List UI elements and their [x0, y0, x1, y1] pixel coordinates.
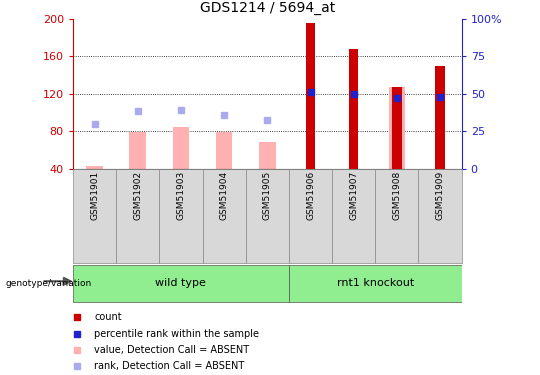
Bar [435, 66, 445, 169]
Bar [289, 169, 332, 262]
Text: rnt1 knockout: rnt1 knockout [336, 278, 414, 288]
Text: GSM51907: GSM51907 [349, 171, 358, 220]
Bar [306, 22, 315, 169]
Bar [418, 169, 462, 262]
Text: genotype/variation: genotype/variation [5, 279, 92, 288]
Bar [392, 87, 402, 169]
Title: GDS1214 / 5694_at: GDS1214 / 5694_at [200, 1, 335, 15]
Bar [159, 169, 202, 262]
Text: GSM51901: GSM51901 [90, 171, 99, 220]
Text: wild type: wild type [156, 278, 206, 288]
Bar [349, 49, 359, 169]
Bar [332, 169, 375, 262]
Text: GSM51903: GSM51903 [177, 171, 185, 220]
Bar [202, 169, 246, 262]
Bar [259, 142, 275, 169]
Bar [375, 169, 418, 262]
Text: count: count [94, 312, 122, 322]
Text: value, Detection Call = ABSENT: value, Detection Call = ABSENT [94, 345, 249, 355]
Bar [116, 169, 159, 262]
Text: GSM51909: GSM51909 [436, 171, 444, 220]
Text: GSM51906: GSM51906 [306, 171, 315, 220]
Bar [130, 132, 146, 169]
Bar [246, 169, 289, 262]
Bar [73, 265, 289, 302]
Bar [73, 169, 116, 262]
Bar [86, 166, 103, 169]
Text: GSM51908: GSM51908 [393, 171, 401, 220]
Bar [216, 132, 232, 169]
Text: GSM51902: GSM51902 [133, 171, 142, 220]
Bar [173, 126, 189, 169]
Text: GSM51904: GSM51904 [220, 171, 228, 220]
Text: GSM51905: GSM51905 [263, 171, 272, 220]
Bar [289, 265, 462, 302]
Bar [389, 87, 405, 169]
Text: rank, Detection Call = ABSENT: rank, Detection Call = ABSENT [94, 362, 245, 372]
Text: percentile rank within the sample: percentile rank within the sample [94, 328, 259, 339]
